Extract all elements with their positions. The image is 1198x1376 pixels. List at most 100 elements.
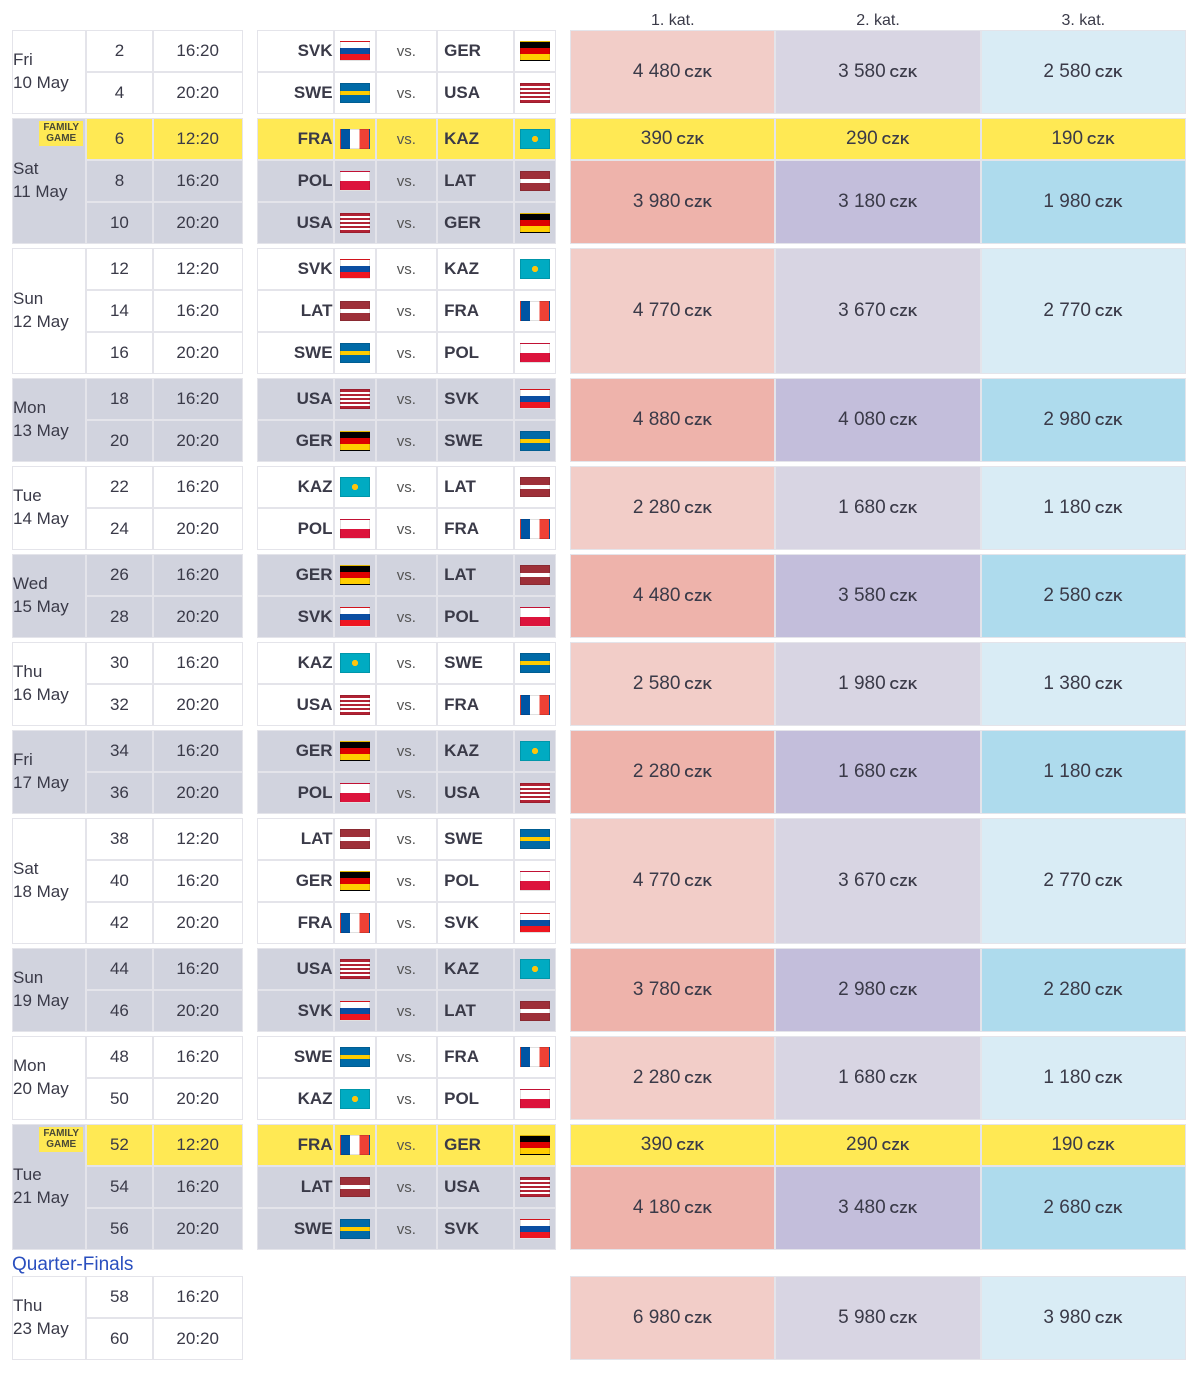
game-number: 10	[86, 202, 153, 244]
vs-label: vs.	[376, 730, 438, 772]
game-time: 16:20	[153, 730, 243, 772]
price-cell: 6 980CZK	[570, 1276, 775, 1360]
price-cell: 390CZK	[570, 1124, 775, 1166]
game-time: 20:20	[153, 990, 243, 1032]
price-cell: 4 770CZK	[570, 248, 775, 374]
team-away: KAZ	[437, 118, 514, 160]
team-home: LAT	[257, 290, 334, 332]
vs-label: vs.	[376, 1124, 438, 1166]
price-cell: 2 580CZK	[981, 554, 1186, 638]
team-home: LAT	[257, 818, 334, 860]
flag-usa	[514, 72, 556, 114]
game-time: 16:20	[153, 860, 243, 902]
price-cell: 290CZK	[775, 1124, 980, 1166]
price-cell: 190CZK	[981, 118, 1186, 160]
team-away: SWE	[437, 818, 514, 860]
team-home: SVK	[257, 30, 334, 72]
price-cell: 2 280CZK	[570, 466, 775, 550]
price-cell: 4 180CZK	[570, 1166, 775, 1250]
game-time: 16:20	[153, 160, 243, 202]
flag-swe	[334, 1208, 376, 1250]
game-number: 28	[86, 596, 153, 638]
flag-pol	[514, 332, 556, 374]
game-number: 60	[86, 1318, 153, 1360]
price-header-2: 2. kat.	[775, 12, 980, 30]
flag-svk	[514, 902, 556, 944]
game-time: 20:20	[153, 902, 243, 944]
price-cell: 4 880CZK	[570, 378, 775, 462]
game-number: 48	[86, 1036, 153, 1078]
game-number: 12	[86, 248, 153, 290]
price-cell: 3 670CZK	[775, 248, 980, 374]
flag-fra	[514, 684, 556, 726]
game-time: 20:20	[153, 596, 243, 638]
game-number: 30	[86, 642, 153, 684]
team-home: SWE	[257, 1208, 334, 1250]
team-away: USA	[437, 1166, 514, 1208]
vs-label: vs.	[376, 818, 438, 860]
price-cell: 3 580CZK	[775, 30, 980, 114]
game-number: 24	[86, 508, 153, 550]
team-home: POL	[257, 508, 334, 550]
flag-swe	[334, 1036, 376, 1078]
team-away: POL	[437, 860, 514, 902]
vs-label: vs.	[376, 684, 438, 726]
team-away: SVK	[437, 1208, 514, 1250]
vs-label: vs.	[376, 378, 438, 420]
game-time: 16:20	[153, 554, 243, 596]
price-cell: 3 480CZK	[775, 1166, 980, 1250]
price-cell: 2 770CZK	[981, 248, 1186, 374]
section-title-quarter-finals: Quarter-Finals	[12, 1254, 1186, 1276]
flag-lat	[514, 554, 556, 596]
team-home: SVK	[257, 990, 334, 1032]
flag-ger	[334, 554, 376, 596]
team-home: SVK	[257, 248, 334, 290]
flag-fra	[514, 1036, 556, 1078]
flag-swe	[514, 420, 556, 462]
game-time: 16:20	[153, 1036, 243, 1078]
flag-ger	[334, 420, 376, 462]
game-number: 42	[86, 902, 153, 944]
flag-pol	[334, 508, 376, 550]
game-number: 58	[86, 1276, 153, 1318]
flag-kaz	[334, 466, 376, 508]
vs-label: vs.	[376, 248, 438, 290]
game-time: 20:20	[153, 72, 243, 114]
game-time: 20:20	[153, 420, 243, 462]
date-cell: Sat18 May	[12, 818, 86, 944]
flag-lat	[334, 290, 376, 332]
game-number: 18	[86, 378, 153, 420]
team-home: FRA	[257, 902, 334, 944]
flag-kaz	[514, 948, 556, 990]
vs-label: vs.	[376, 290, 438, 332]
flag-svk	[514, 1208, 556, 1250]
vs-label: vs.	[376, 332, 438, 374]
flag-lat	[514, 990, 556, 1032]
price-cell: 2 980CZK	[775, 948, 980, 1032]
date-cell: Mon20 May	[12, 1036, 86, 1120]
price-cell: 290CZK	[775, 118, 980, 160]
flag-svk	[334, 248, 376, 290]
schedule-table: 1. kat.2. kat.3. kat.Fri10 May216:20SVKv…	[12, 12, 1186, 1364]
game-number: 38	[86, 818, 153, 860]
game-time: 16:20	[153, 30, 243, 72]
price-cell: 1 680CZK	[775, 730, 980, 814]
team-away: KAZ	[437, 248, 514, 290]
price-cell: 1 680CZK	[775, 466, 980, 550]
price-header-1: 1. kat.	[570, 12, 775, 30]
flag-swe	[514, 642, 556, 684]
flag-pol	[334, 160, 376, 202]
flag-usa	[334, 684, 376, 726]
vs-label: vs.	[376, 466, 438, 508]
team-away: SVK	[437, 902, 514, 944]
price-cell: 1 180CZK	[981, 730, 1186, 814]
game-number: 6	[86, 118, 153, 160]
vs-label: vs.	[376, 1208, 438, 1250]
price-cell: 1 680CZK	[775, 1036, 980, 1120]
flag-usa	[514, 772, 556, 814]
team-home: USA	[257, 378, 334, 420]
team-away: SVK	[437, 378, 514, 420]
price-cell: 1 980CZK	[775, 642, 980, 726]
game-number: 34	[86, 730, 153, 772]
game-number: 26	[86, 554, 153, 596]
